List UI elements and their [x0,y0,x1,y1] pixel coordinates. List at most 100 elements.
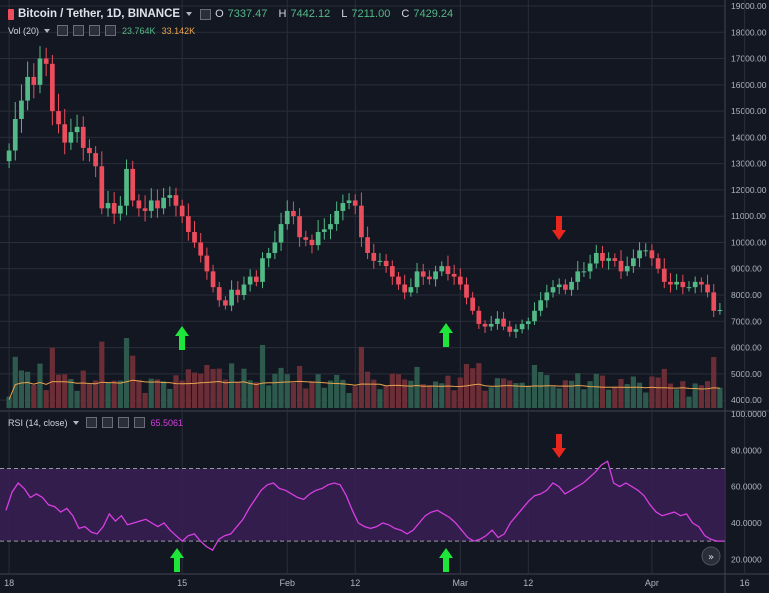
volume-bar [636,382,643,408]
rsi-settings-icon[interactable] [101,417,113,428]
candle-body [334,210,340,225]
candle-body [507,326,513,332]
volume-label[interactable]: Vol (20) [8,25,40,36]
volume-bar [358,346,365,408]
volume-bar [643,392,649,408]
volume-bar [674,389,680,408]
volume-bar [25,371,31,408]
candle-body [247,276,253,285]
volume-bar [167,388,173,408]
candle-body [346,200,352,204]
rsi-line [5,460,723,552]
volume-bar [130,355,136,408]
volume-bar [432,381,439,408]
volume-bar [86,384,93,408]
volume-bar [12,356,18,408]
candle-body [284,210,290,225]
volume-bar [371,379,377,408]
candle-body [569,281,574,290]
volume-bar [49,347,55,408]
volume-bar [235,382,241,408]
candle-body [87,147,92,154]
candle-body [185,216,191,232]
volume-bar [352,386,358,408]
volume-eye-icon[interactable] [57,25,69,36]
compare-square-icon[interactable] [200,8,212,20]
candle-body [661,268,667,282]
volume-more-icon[interactable] [105,25,117,36]
candle-body [532,310,537,322]
volume-bar [587,381,593,408]
rsi-more-icon[interactable] [133,417,145,428]
candle-body [278,224,284,243]
candle-body [167,195,173,198]
volume-bar [6,396,12,408]
candle-body [297,216,302,238]
close-label: C [401,8,410,20]
volume-dropdown-icon[interactable] [44,28,51,33]
candle-body [155,200,160,209]
candle-body [637,250,642,259]
price-tick-label: 7000.00 [731,316,762,326]
volume-settings-icon[interactable] [73,25,85,36]
rsi-eye-icon[interactable] [85,417,97,428]
volume-bar [692,383,698,408]
candle-body [291,210,296,217]
candle-body [80,126,86,148]
candle-body [124,168,129,206]
rsi-tick-label: 100.0000 [731,409,767,419]
symbol-icon [8,8,14,20]
volume-close-icon[interactable] [89,25,101,36]
candle-body [563,284,568,290]
volume-bar [451,390,457,408]
rsi-label[interactable]: RSI (14, close) [8,417,68,428]
candle-body [674,281,679,285]
time-tick-label: 18 [4,578,14,588]
rsi-close-icon[interactable] [117,417,129,428]
candle-body [525,321,531,324]
volume-value: 23.764K [122,25,156,36]
volume-bar [667,383,674,408]
volume-bar [68,378,74,408]
volume-bar [43,390,49,408]
symbol-title[interactable]: Bitcoin / Tether, 1D, BINANCE [18,8,181,20]
volume-bar [494,378,500,408]
candle-body [179,205,185,217]
rsi-dropdown-icon[interactable] [72,420,79,425]
symbol-dropdown-icon[interactable] [186,12,193,16]
candle-body [575,271,581,282]
volume-bar [321,387,327,408]
candle-body [680,281,686,288]
price-tick-label: 17000.00 [731,54,767,64]
candle-body [717,310,723,312]
volume-bar [105,381,111,408]
price-tick-label: 10000.00 [731,237,767,247]
candle-body [352,200,358,206]
candle-body [192,231,197,243]
volume-bar [556,388,562,408]
candle-body [544,292,550,301]
volume-bar [500,378,507,408]
candle-body [476,310,482,324]
candle-body [340,203,346,211]
volume-bar [364,371,371,408]
rsi-band [0,468,725,542]
high-label: H [278,8,287,20]
scroll-to-realtime-button[interactable] [701,546,721,566]
volume-bar [575,373,581,408]
volume-bar [222,379,229,408]
candle-body [43,58,49,64]
volume-bar [661,368,667,408]
candle-body [420,271,426,277]
volume-bar [377,389,383,408]
candle-body [148,200,154,211]
candle-body [25,76,30,101]
volume-bar [711,357,717,408]
candle-body [359,205,364,238]
volume-ma-value: 33.142K [161,25,196,36]
price-tick-label: 14000.00 [731,132,767,142]
volume-bar [470,368,476,408]
candle-body [649,250,655,259]
candle-body [600,252,605,261]
